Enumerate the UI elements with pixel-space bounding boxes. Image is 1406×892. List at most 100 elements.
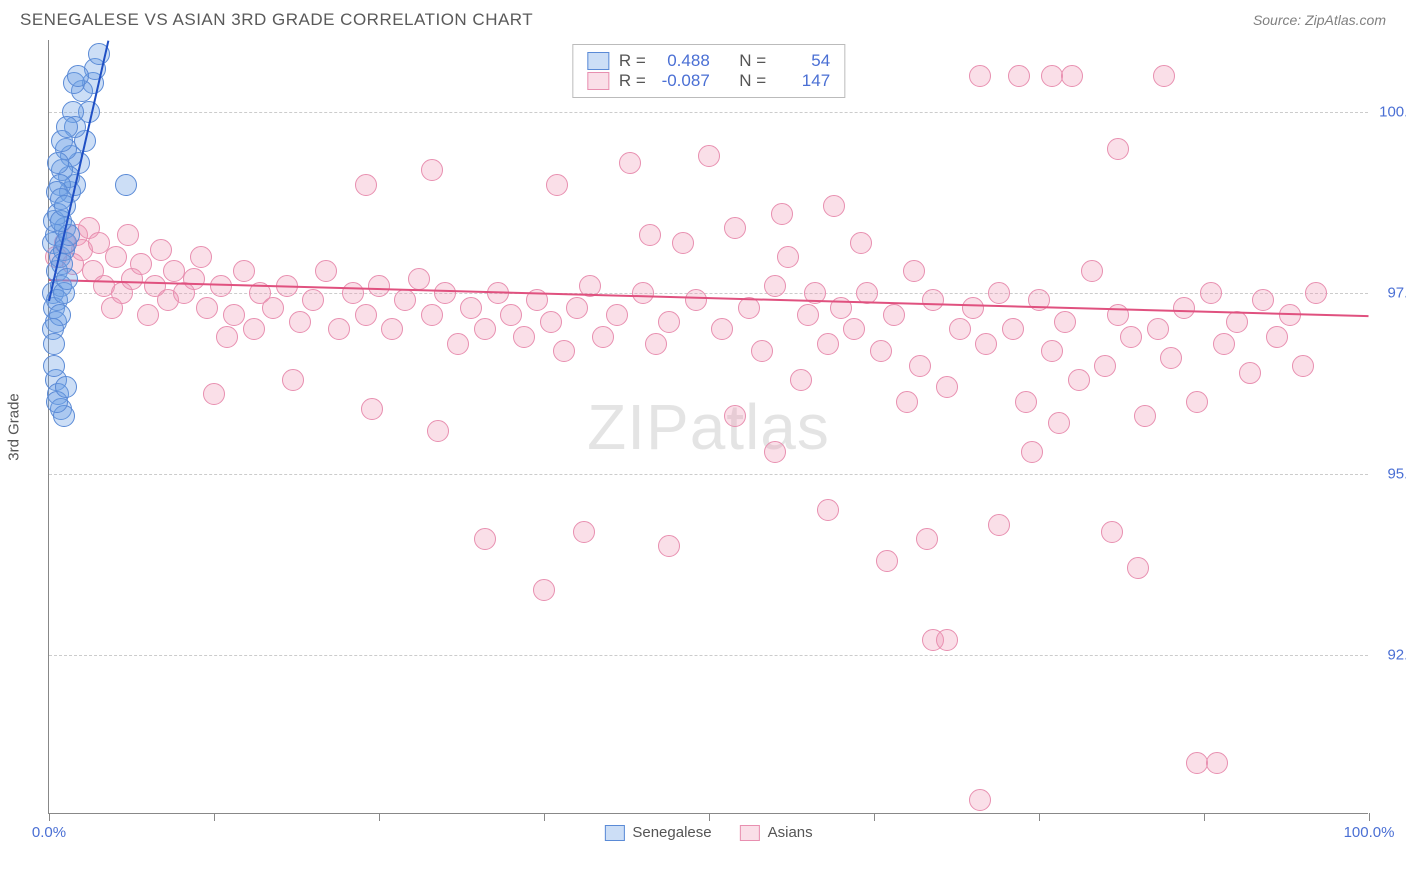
data-point-asians xyxy=(724,217,746,239)
swatch-asians-icon xyxy=(740,825,760,841)
data-point-senegalese xyxy=(55,376,77,398)
data-point-asians xyxy=(460,297,482,319)
data-point-asians xyxy=(949,318,971,340)
gridline xyxy=(49,655,1368,656)
data-point-asians xyxy=(447,333,469,355)
data-point-asians xyxy=(434,282,456,304)
data-point-asians xyxy=(1173,297,1195,319)
data-point-asians xyxy=(850,232,872,254)
data-point-asians xyxy=(823,195,845,217)
gridline xyxy=(49,293,1368,294)
data-point-asians xyxy=(698,145,720,167)
data-point-senegalese xyxy=(43,333,65,355)
legend-item-senegalese: Senegalese xyxy=(604,824,711,841)
data-point-asians xyxy=(764,275,786,297)
stats-legend: R = 0.488 N = 54 R = -0.087 N = 147 xyxy=(572,44,845,98)
data-point-asians xyxy=(797,304,819,326)
data-point-asians xyxy=(592,326,614,348)
data-point-asians xyxy=(1021,441,1043,463)
data-point-asians xyxy=(658,311,680,333)
data-point-asians xyxy=(1041,65,1063,87)
data-point-asians xyxy=(1134,405,1156,427)
data-point-asians xyxy=(566,297,588,319)
data-point-asians xyxy=(540,311,562,333)
data-point-senegalese xyxy=(56,268,78,290)
data-point-asians xyxy=(1048,412,1070,434)
x-tick xyxy=(49,813,50,821)
data-point-asians xyxy=(105,246,127,268)
data-point-asians xyxy=(1153,65,1175,87)
data-point-asians xyxy=(190,246,212,268)
data-point-asians xyxy=(962,297,984,319)
gridline xyxy=(49,112,1368,113)
data-point-asians xyxy=(1015,391,1037,413)
data-point-senegalese xyxy=(67,65,89,87)
data-point-asians xyxy=(724,405,746,427)
plot-area: ZIPatlas R = 0.488 N = 54 R = -0.087 N =… xyxy=(48,40,1368,814)
data-point-asians xyxy=(883,304,905,326)
data-point-asians xyxy=(843,318,865,340)
data-point-asians xyxy=(163,260,185,282)
data-point-asians xyxy=(355,174,377,196)
data-point-asians xyxy=(355,304,377,326)
trend-line-asians xyxy=(49,279,1369,317)
legend-item-asians: Asians xyxy=(740,824,813,841)
data-point-asians xyxy=(421,159,443,181)
x-tick xyxy=(1039,813,1040,821)
data-point-asians xyxy=(315,260,337,282)
data-point-asians xyxy=(1068,369,1090,391)
data-point-asians xyxy=(619,152,641,174)
data-point-asians xyxy=(573,521,595,543)
data-point-asians xyxy=(790,369,812,391)
y-axis-label: 3rd Grade xyxy=(6,393,23,461)
data-point-asians xyxy=(969,65,991,87)
data-point-asians xyxy=(751,340,773,362)
data-point-asians xyxy=(216,326,238,348)
y-tick-label: 100.0% xyxy=(1379,104,1406,121)
data-point-asians xyxy=(203,383,225,405)
data-point-asians xyxy=(223,304,245,326)
x-tick xyxy=(874,813,875,821)
data-point-asians xyxy=(672,232,694,254)
data-point-asians xyxy=(183,268,205,290)
data-point-senegalese xyxy=(47,152,69,174)
data-point-asians xyxy=(196,297,218,319)
data-point-asians xyxy=(1305,282,1327,304)
data-point-asians xyxy=(1160,347,1182,369)
data-point-asians xyxy=(936,629,958,651)
data-point-asians xyxy=(969,789,991,811)
data-point-asians xyxy=(988,514,1010,536)
data-point-asians xyxy=(368,275,390,297)
data-point-asians xyxy=(1094,355,1116,377)
source-label: Source: ZipAtlas.com xyxy=(1253,12,1386,28)
data-point-asians xyxy=(1266,326,1288,348)
data-point-asians xyxy=(553,340,575,362)
data-point-asians xyxy=(513,326,535,348)
x-tick xyxy=(214,813,215,821)
data-point-asians xyxy=(1008,65,1030,87)
x-tick xyxy=(379,813,380,821)
data-point-asians xyxy=(777,246,799,268)
y-tick-label: 92.5% xyxy=(1387,646,1406,663)
data-point-asians xyxy=(1120,326,1142,348)
data-point-asians xyxy=(639,224,661,246)
watermark: ZIPatlas xyxy=(587,390,830,464)
data-point-asians xyxy=(764,441,786,463)
stats-row-senegalese: R = 0.488 N = 54 xyxy=(587,51,830,71)
data-point-asians xyxy=(1127,557,1149,579)
data-point-asians xyxy=(1206,752,1228,774)
data-point-asians xyxy=(381,318,403,340)
gridline xyxy=(49,474,1368,475)
data-point-asians xyxy=(658,535,680,557)
x-tick xyxy=(544,813,545,821)
data-point-asians xyxy=(408,268,430,290)
swatch-asians xyxy=(587,72,609,90)
x-tick xyxy=(709,813,710,821)
data-point-asians xyxy=(262,297,284,319)
data-point-asians xyxy=(533,579,555,601)
data-point-asians xyxy=(909,355,931,377)
data-point-asians xyxy=(500,304,522,326)
data-point-asians xyxy=(1147,318,1169,340)
data-point-asians xyxy=(361,398,383,420)
data-point-asians xyxy=(1107,138,1129,160)
